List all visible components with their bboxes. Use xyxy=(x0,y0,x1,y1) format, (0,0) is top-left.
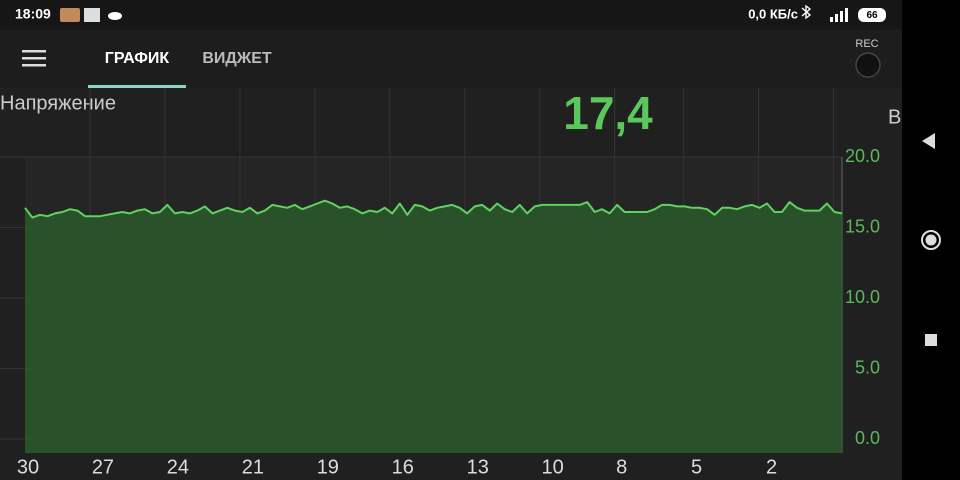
tab[interactable]: ГРАФИК xyxy=(105,50,170,67)
status-icon xyxy=(84,8,100,22)
tab[interactable]: ВИДЖЕТ xyxy=(202,50,272,67)
bluetooth-icon xyxy=(801,4,812,20)
status-speed: 0,0 КБ/с xyxy=(748,6,798,21)
recents-button[interactable] xyxy=(925,334,937,346)
y-tick-label: 20.0 xyxy=(845,146,880,166)
y-tick-label: 0.0 xyxy=(855,428,880,448)
y-tick-label: 10.0 xyxy=(845,287,880,307)
menu-button[interactable] xyxy=(22,50,46,67)
area-fill xyxy=(25,200,842,453)
plot: 0.0 5.0 10.0 15.0 20.0 30 27 24 21 19 16 13 10 8 5 2 xyxy=(0,88,880,478)
x-tick-label: 8 xyxy=(616,456,627,478)
home-button-dot xyxy=(925,234,937,246)
x-tick-label: 30 xyxy=(17,456,39,478)
battery-icon xyxy=(858,8,886,22)
x-tick-label: 21 xyxy=(242,456,264,478)
current-value: 17,4 xyxy=(563,87,653,139)
unit-label: В xyxy=(888,106,901,128)
x-tick-label: 19 xyxy=(317,456,339,478)
home-button[interactable] xyxy=(921,230,941,250)
status-time: 18:09 xyxy=(15,6,51,22)
status-icon xyxy=(60,8,80,22)
rec-label: REC xyxy=(855,38,878,50)
cloud-icon xyxy=(108,12,122,20)
x-tick-label: 5 xyxy=(691,456,702,478)
chart-title: Напряжение xyxy=(0,92,116,114)
back-button[interactable] xyxy=(922,133,935,149)
x-tick-label: 2 xyxy=(766,456,777,478)
x-tick-label: 24 xyxy=(167,456,189,478)
x-tick-label: 27 xyxy=(92,456,114,478)
x-tick-label: 16 xyxy=(392,456,414,478)
status-bar xyxy=(0,0,902,30)
y-tick-label: 5.0 xyxy=(855,357,880,377)
x-tick-label: 10 xyxy=(542,456,564,478)
tab-indicator xyxy=(88,85,186,88)
y-tick-label: 15.0 xyxy=(845,216,880,236)
rec-button[interactable] xyxy=(855,52,881,78)
signal-icon xyxy=(830,8,848,22)
x-tick-label: 13 xyxy=(467,456,489,478)
battery-level: 66 xyxy=(866,10,878,21)
line xyxy=(24,199,843,219)
